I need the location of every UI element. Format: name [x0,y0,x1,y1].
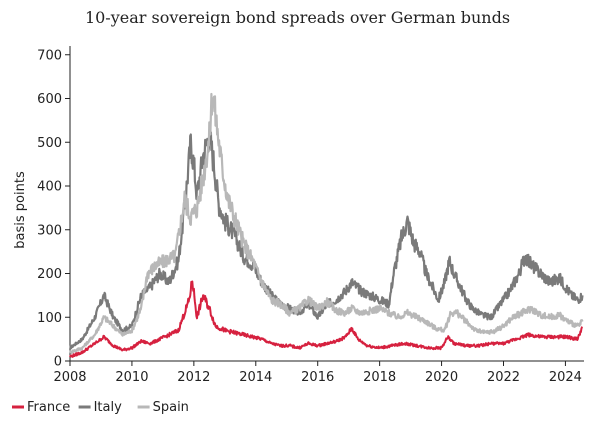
x-tick-label: 2008 [53,370,86,385]
legend: France Italy Spain [12,400,189,415]
series-line-italy [69,124,584,350]
chart-title: 10-year sovereign bond spreads over Germ… [84,8,511,27]
y-tick-label: 600 [37,92,62,107]
x-tick-label: 2016 [301,370,334,385]
y-tick-label: 200 [37,267,62,282]
axes-group: 0 100 200 300 400 500 600 700 2008 2010 2012 2014 20… [37,46,584,385]
y-tick-label: 0 [54,355,62,370]
x-tick-label: 2022 [487,370,520,385]
x-tick-label: 2020 [425,370,458,385]
series-group [68,92,584,358]
x-tick-label: 2018 [363,370,396,385]
legend-label-italy: Italy [94,400,123,415]
y-tick-label: 500 [37,136,62,151]
series-line-france [69,280,584,358]
legend-label-france: France [27,400,70,415]
x-tick-label: 2010 [115,370,148,385]
y-axis-title: basis points [13,171,28,249]
y-tick-label: 100 [37,311,62,326]
x-tick-label: 2024 [549,370,582,385]
y-tick-label: 700 [37,48,62,63]
y-tick-label: 300 [37,223,62,238]
legend-label-spain: Spain [153,400,189,415]
x-tick-label: 2012 [177,370,210,385]
series-line-spain [68,92,584,354]
y-tick-label: 400 [37,180,62,195]
x-tick-label: 2014 [239,370,272,385]
